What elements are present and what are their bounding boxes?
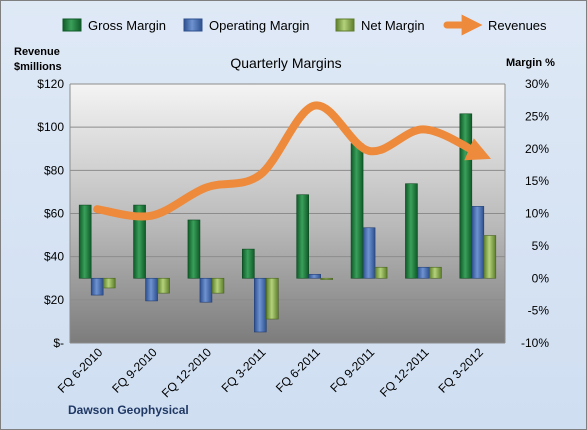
bar-net-margin <box>266 277 279 320</box>
revenues-point <box>205 187 206 188</box>
bar-gross-margin <box>133 204 146 279</box>
left-tick-label: $- <box>53 336 64 350</box>
left-tick-label: $40 <box>44 250 64 264</box>
right-tick-label: -5% <box>528 304 550 318</box>
revenues-point <box>477 153 478 154</box>
bar-gross-margin <box>187 219 201 279</box>
bar-operating-margin <box>254 277 267 333</box>
legend-label-gross-margin: Gross Margin <box>88 18 166 33</box>
bar-gross-margin <box>78 204 92 279</box>
bar-operating-margin <box>145 277 158 302</box>
bar-net-margin <box>157 277 170 294</box>
right-tick-label: 5% <box>532 239 550 253</box>
revenue-line <box>93 101 492 221</box>
bar-gross-margin <box>350 143 364 279</box>
right-tick-label: -10% <box>521 336 549 350</box>
legend-swatch-gross-margin <box>62 18 82 32</box>
left-axis-title-line1: Revenue <box>14 46 60 58</box>
revenues-point <box>314 105 315 106</box>
revenues-point <box>369 150 370 151</box>
legend: Gross Margin Operating Margin Net Margin… <box>62 14 547 36</box>
category-label: FQ 12-2011 <box>377 345 432 400</box>
bar-net-margin <box>483 235 497 279</box>
gridlines <box>69 83 506 344</box>
left-axis-ticks: $- $20 $40 $60 $80 $100 $120 <box>37 77 64 350</box>
legend-swatch-operating-margin <box>183 18 203 32</box>
right-tick-label: 0% <box>532 271 550 285</box>
right-tick-label: 20% <box>525 142 549 156</box>
legend-item-gross-margin: Gross Margin <box>62 18 166 33</box>
revenues-point <box>260 174 261 175</box>
left-tick-label: $80 <box>44 163 64 177</box>
category-label: FQ 3-2012 <box>435 345 486 396</box>
left-tick-label: $120 <box>37 77 64 91</box>
bar-gross-margin <box>459 113 473 279</box>
right-axis-title: Margin % <box>506 57 555 69</box>
revenues-point <box>151 215 152 216</box>
category-label: FQ 6-2010 <box>55 345 106 396</box>
legend-item-revenues: Revenues <box>443 14 547 36</box>
bar-net-margin <box>320 277 333 280</box>
chart-title: Quarterly Margins <box>230 55 341 71</box>
left-tick-label: $60 <box>44 207 64 221</box>
bars <box>78 113 497 333</box>
legend-label-revenues: Revenues <box>488 18 547 33</box>
bar-net-margin <box>374 266 388 279</box>
bar-operating-margin <box>199 277 213 303</box>
right-tick-label: 30% <box>525 77 549 91</box>
bar-operating-margin <box>308 274 321 279</box>
right-tick-label: 15% <box>525 174 549 188</box>
bar-operating-margin <box>417 266 430 279</box>
left-tick-label: $100 <box>37 120 64 134</box>
bar-net-margin <box>102 277 116 289</box>
bar-gross-margin <box>242 248 255 279</box>
right-tick-label: 10% <box>525 207 549 221</box>
category-label: FQ 9-2011 <box>327 345 377 395</box>
legend-item-net-margin: Net Margin <box>335 18 425 33</box>
bar-operating-margin <box>90 277 104 296</box>
category-labels: FQ 6-2010 FQ 9-2010 FQ 12-2010 FQ 3-2011 FQ … <box>55 345 486 400</box>
legend-label-operating-margin: Operating Margin <box>209 18 309 33</box>
bar-net-margin <box>211 277 225 294</box>
bar-net-margin <box>429 266 442 279</box>
right-axis-ticks: -10% -5% 0% 5% 10% 15% 20% 25% 30% <box>521 77 549 350</box>
category-label: FQ 6-2011 <box>273 345 323 395</box>
bar-operating-margin <box>471 206 485 279</box>
revenues-point <box>423 129 424 130</box>
bar-gross-margin <box>296 194 309 279</box>
right-tick-label: 25% <box>525 109 549 123</box>
legend-swatch-net-margin <box>335 18 355 32</box>
company-name: Dawson Geophysical <box>68 403 189 417</box>
category-label: FQ 3-2011 <box>219 345 269 395</box>
bar-gross-margin <box>405 183 418 279</box>
bar-operating-margin <box>362 227 376 279</box>
left-tick-label: $20 <box>44 293 64 307</box>
left-axis-title-line2: $millions <box>14 61 62 73</box>
category-label: FQ 9-2010 <box>109 345 160 396</box>
category-label: FQ 12-2010 <box>159 345 214 400</box>
revenues-point <box>97 209 98 210</box>
legend-label-net-margin: Net Margin <box>361 18 425 33</box>
revenues-line <box>93 101 492 221</box>
legend-item-operating-margin: Operating Margin <box>183 18 309 33</box>
